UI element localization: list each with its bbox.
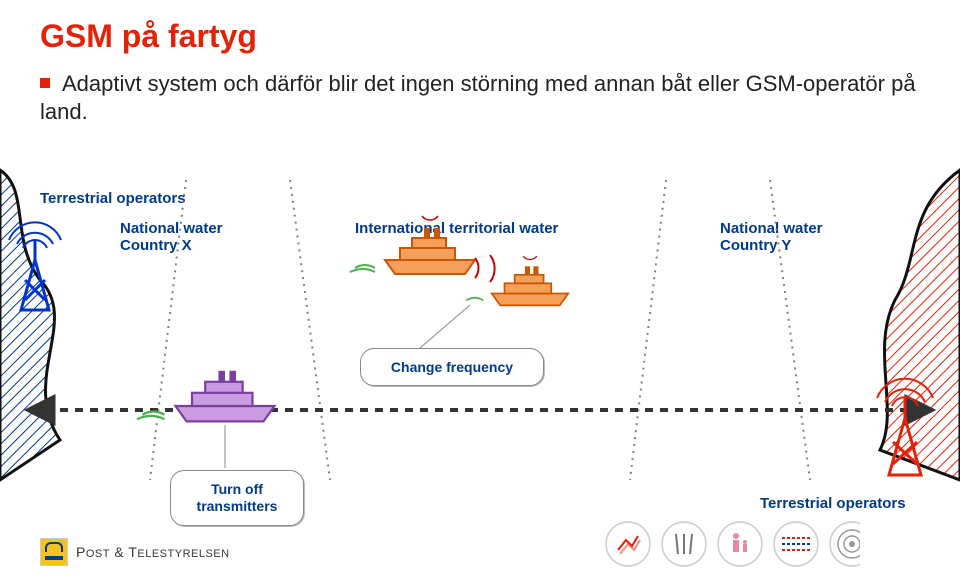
footer-icon-strip [600, 516, 860, 572]
strip-circle-1-icon [606, 522, 650, 566]
leader-change-freq [420, 305, 470, 348]
diagram-scene [0, 150, 960, 520]
bullet-square-icon [40, 78, 50, 88]
pts-logo-icon [40, 538, 68, 566]
strip-circle-4-icon [774, 522, 818, 566]
inter-ship-signal-icon [475, 255, 495, 282]
coast-left [0, 170, 60, 480]
ship-orange-2-icon [466, 256, 568, 305]
coast-right [880, 170, 960, 480]
ship-orange-1-icon [350, 216, 475, 274]
ship-purple-icon [137, 371, 275, 422]
bullet-content: Adaptivt system och därför blir det inge… [40, 71, 916, 124]
page-title: GSM på fartyg [40, 18, 257, 55]
strip-circle-2-icon [662, 522, 706, 566]
boundary-2 [290, 180, 330, 480]
footer: POST & TELESTYRELSEN [40, 538, 230, 566]
boundary-4 [770, 180, 810, 480]
strip-circle-3-icon [718, 522, 762, 566]
bullet-text: Adaptivt system och därför blir det inge… [40, 70, 920, 125]
footer-brand: POST & TELESTYRELSEN [76, 544, 230, 560]
strip-circle-5-icon [830, 522, 860, 566]
boundary-3 [630, 180, 666, 480]
boundary-1 [150, 180, 186, 480]
